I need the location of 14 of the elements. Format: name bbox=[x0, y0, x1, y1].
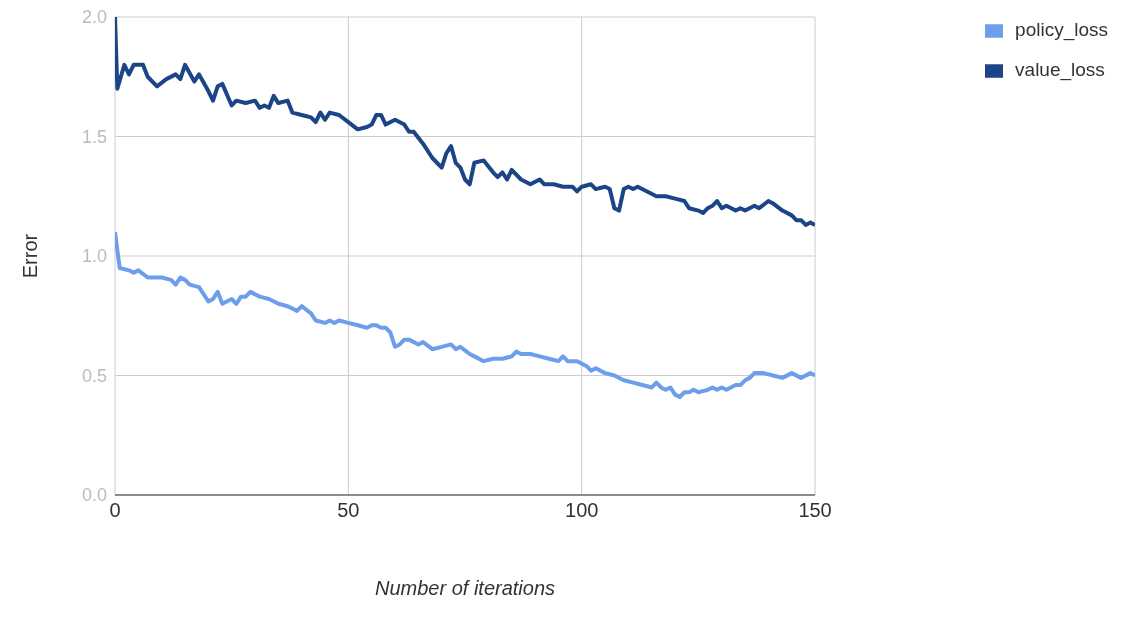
y-tick-label: 1.5 bbox=[81, 126, 107, 147]
x-tick-label: 50 bbox=[337, 499, 360, 522]
y-tick-label: 0.0 bbox=[81, 485, 107, 506]
y-tick-label: 1.0 bbox=[81, 246, 107, 267]
y-tick-label: 2.0 bbox=[81, 7, 107, 28]
legend-label: value_loss bbox=[1015, 59, 1105, 80]
legend-label: policy_loss bbox=[1015, 19, 1108, 40]
x-tick-label: 0 bbox=[109, 499, 121, 522]
y-axis-title: Error bbox=[19, 233, 42, 279]
x-tick-label: 100 bbox=[565, 499, 599, 522]
y-tick-label: 0.5 bbox=[81, 365, 107, 386]
x-tick-label: 150 bbox=[798, 499, 832, 522]
line-series bbox=[115, 230, 816, 400]
x-axis-title: Number of iterations bbox=[374, 577, 556, 599]
